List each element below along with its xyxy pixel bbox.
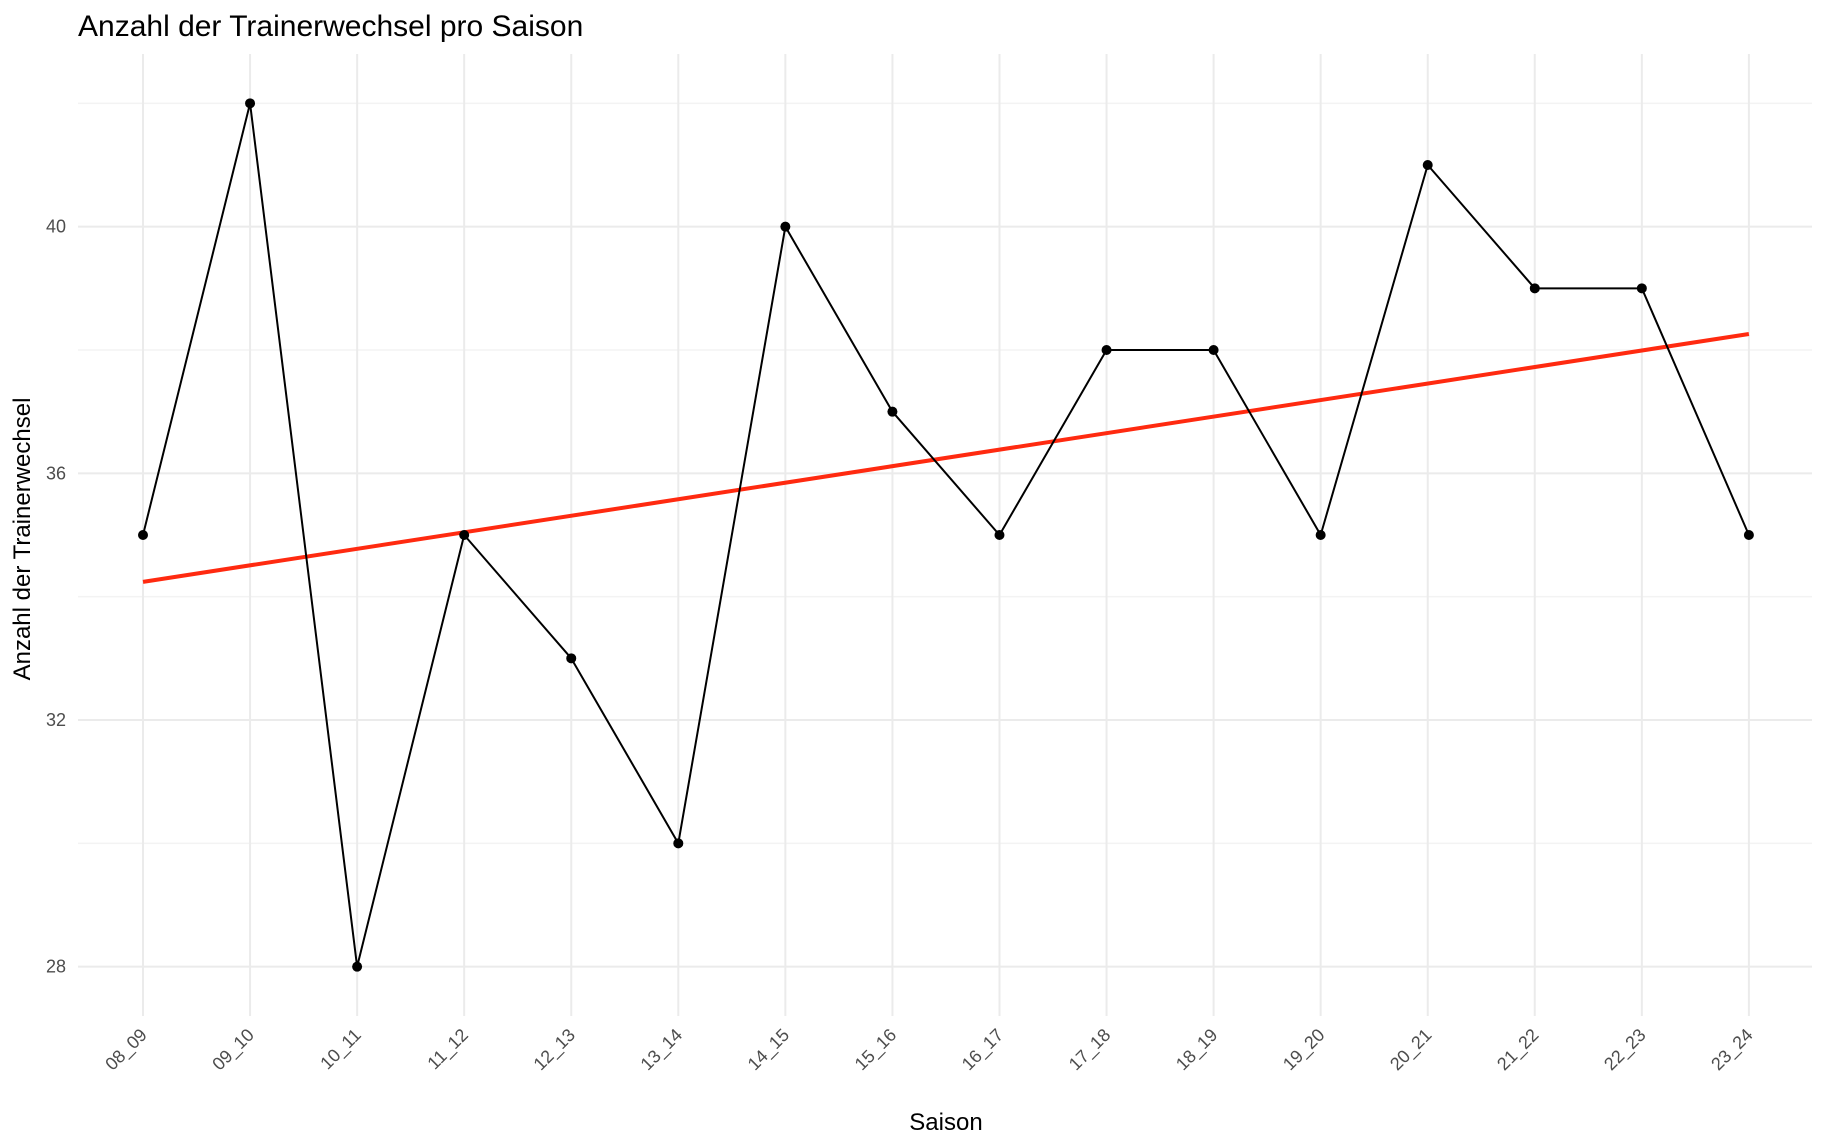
x-tick-label: 14_15	[744, 1025, 794, 1075]
major-gridlines	[78, 54, 1812, 1016]
x-tick-label: 18_19	[1172, 1025, 1222, 1075]
x-tick-label: 09_10	[208, 1025, 258, 1075]
y-axis-title: Anzahl der Trainerwechsel	[9, 398, 36, 681]
x-tick-label: 11_12	[423, 1025, 472, 1074]
x-tick-labels: 08_09 09_10 10_11 11_12 12_13 13_14 14_15 15_16…	[101, 1025, 1757, 1075]
x-tick-label: 19_20	[1279, 1025, 1329, 1075]
x-tick-label: 15_16	[851, 1025, 901, 1075]
data-point	[138, 530, 148, 540]
x-tick-label: 20_21	[1386, 1025, 1436, 1075]
x-tick-label: 16_17	[958, 1025, 1008, 1075]
series-layer	[142, 102, 1750, 968]
x-tick-label: 10_11	[316, 1025, 365, 1074]
data-point	[994, 530, 1005, 540]
minor-gridlines	[78, 102, 1812, 845]
x-tick-label: 21_22	[1493, 1025, 1543, 1075]
x-tick-label: 22_23	[1600, 1025, 1650, 1075]
data-point	[1529, 283, 1540, 294]
chart-title: Anzahl der Trainerwechsel pro Saison	[78, 10, 583, 43]
data-point	[1208, 345, 1219, 355]
x-tick-label: 23_24	[1707, 1025, 1757, 1075]
trend-line	[142, 331, 1750, 584]
data-point	[673, 838, 684, 849]
points-layer	[138, 98, 1754, 972]
data-point	[1636, 283, 1647, 294]
trendline-layer	[142, 331, 1750, 584]
y-tick-label: 40	[46, 217, 66, 237]
data-point	[1422, 160, 1433, 170]
x-tick-label: 12_13	[530, 1025, 580, 1075]
data-point	[1743, 530, 1754, 540]
data-point	[245, 98, 256, 109]
y-tick-labels: 28 32 36 40	[46, 217, 66, 977]
x-tick-label: 17_18	[1065, 1025, 1115, 1075]
data-point	[1315, 530, 1326, 540]
y-tick-label: 32	[46, 710, 66, 730]
y-tick-label: 36	[46, 463, 66, 483]
data-point	[459, 530, 470, 540]
data-point	[566, 653, 577, 664]
x-axis-title: Saison	[909, 1109, 982, 1136]
data-point	[1101, 345, 1112, 355]
y-tick-label: 28	[46, 957, 66, 977]
series-line	[142, 102, 1750, 968]
data-point	[780, 221, 791, 232]
x-tick-label: 08_09	[101, 1025, 151, 1075]
data-point	[352, 961, 363, 972]
x-tick-label: 13_14	[637, 1025, 687, 1075]
data-point	[887, 406, 898, 417]
